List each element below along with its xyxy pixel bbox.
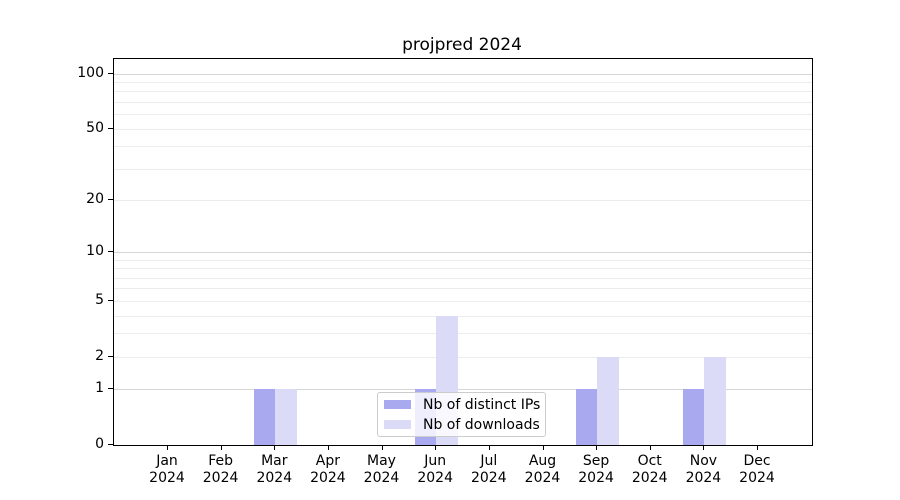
x-tick-mark <box>703 445 705 450</box>
x-tick-year-label: 2024 <box>631 470 668 486</box>
plot-area <box>113 58 813 446</box>
x-tick-mark <box>596 445 598 450</box>
x-tick-year-label: 2024 <box>578 470 614 486</box>
x-tick-mark <box>757 445 758 450</box>
y-tick-mark <box>108 444 113 445</box>
y-tick-label: 0 <box>95 436 104 452</box>
x-tick-label-jun: Jun 2024 <box>400 453 470 487</box>
gridline-minor <box>114 333 812 335</box>
gridline-minor <box>114 268 812 270</box>
x-tick-mark <box>488 445 490 450</box>
x-tick-mark <box>167 445 168 450</box>
y-tick-mark <box>108 199 113 200</box>
legend-swatch-downloads <box>384 420 411 429</box>
y-tick-label: 2 <box>95 347 104 364</box>
x-tick-mark <box>327 445 329 450</box>
x-tick-mark <box>542 445 544 450</box>
y-tick-label: 100 <box>77 64 104 81</box>
x-tick-mark <box>649 445 651 450</box>
x-tick-label-jul: Jul 2024 <box>454 453 524 487</box>
bar-sep-downloads <box>597 356 619 445</box>
x-tick-year-label: 2024 <box>685 470 722 486</box>
legend-label-distinct-ips: Nb of distinct IPs <box>423 396 541 413</box>
x-tick-label-dec: Dec 2024 <box>722 453 792 487</box>
gridline-minor <box>114 259 812 261</box>
x-tick-label-mar: Mar 2024 <box>239 453 309 487</box>
gridline-minor <box>114 356 812 358</box>
gridline-minor <box>114 315 812 317</box>
gridline-minor <box>114 277 812 279</box>
y-tick-mark <box>108 127 113 129</box>
x-tick-year-label: 2024 <box>417 470 453 486</box>
gridline-minor <box>114 200 812 201</box>
bar-nov-downloads <box>704 356 726 445</box>
y-tick-label: 20 <box>86 191 104 207</box>
y-tick-label: 1 <box>95 380 104 397</box>
legend-label-downloads: Nb of downloads <box>423 416 540 433</box>
x-tick-label-nov: Nov 2024 <box>668 453 738 487</box>
legend: Nb of distinct IPs Nb of downloads <box>377 392 546 437</box>
gridline-major <box>114 389 812 391</box>
gridline-major <box>114 252 812 253</box>
bar-nov-distinct-ips <box>682 389 705 445</box>
gridline-major <box>114 73 812 75</box>
x-tick-mark <box>220 445 222 450</box>
bar-mar-downloads <box>275 389 297 445</box>
x-tick-label-feb: Feb 2024 <box>186 453 256 487</box>
x-tick-year-label: 2024 <box>524 470 561 486</box>
x-tick-year-label: 2024 <box>256 470 293 486</box>
x-tick-label-may: May 2024 <box>347 453 417 487</box>
x-tick-year-label: 2024 <box>363 470 400 486</box>
x-tick-year-label: 2024 <box>202 470 239 486</box>
gridline-minor <box>114 81 812 83</box>
gridline-minor <box>114 101 812 103</box>
y-tick-label: 50 <box>86 119 104 136</box>
x-tick-label-jan: Jan 2024 <box>132 453 202 487</box>
gridline-minor <box>114 114 812 116</box>
y-tick-mark <box>108 299 113 301</box>
gridline-minor <box>114 128 812 130</box>
x-tick-label-sep: Sep 2024 <box>561 453 631 487</box>
y-tick-label: 10 <box>86 243 104 259</box>
y-tick-mark <box>108 72 113 74</box>
gridline-minor <box>114 168 812 170</box>
x-tick-year-label: 2024 <box>470 470 507 486</box>
legend-item-downloads: Nb of downloads <box>384 416 545 433</box>
chart-title: projpred 2024 <box>402 35 522 55</box>
y-tick-label: 5 <box>95 291 104 308</box>
x-tick-label-oct: Oct 2024 <box>615 453 685 487</box>
y-tick-mark <box>108 251 113 252</box>
y-tick-mark <box>108 355 113 357</box>
gridline-minor <box>114 146 812 148</box>
x-tick-label-aug: Aug 2024 <box>508 453 578 487</box>
y-tick-mark <box>108 388 113 390</box>
x-tick-label-apr: Apr 2024 <box>293 453 363 487</box>
x-tick-year-label: 2024 <box>739 470 775 486</box>
x-tick-year-label: 2024 <box>310 470 346 486</box>
x-tick-mark <box>381 445 383 450</box>
gridline-minor <box>114 91 812 93</box>
legend-item-distinct-ips: Nb of distinct IPs <box>384 396 545 413</box>
bar-sep-distinct-ips <box>575 389 598 445</box>
bar-mar-distinct-ips <box>253 389 276 445</box>
gridline-minor <box>114 288 812 290</box>
x-tick-mark <box>435 445 437 450</box>
x-tick-year-label: 2024 <box>149 470 185 486</box>
gridline-minor <box>114 300 812 302</box>
legend-swatch-distinct-ips <box>384 400 411 409</box>
x-tick-mark <box>274 445 276 450</box>
